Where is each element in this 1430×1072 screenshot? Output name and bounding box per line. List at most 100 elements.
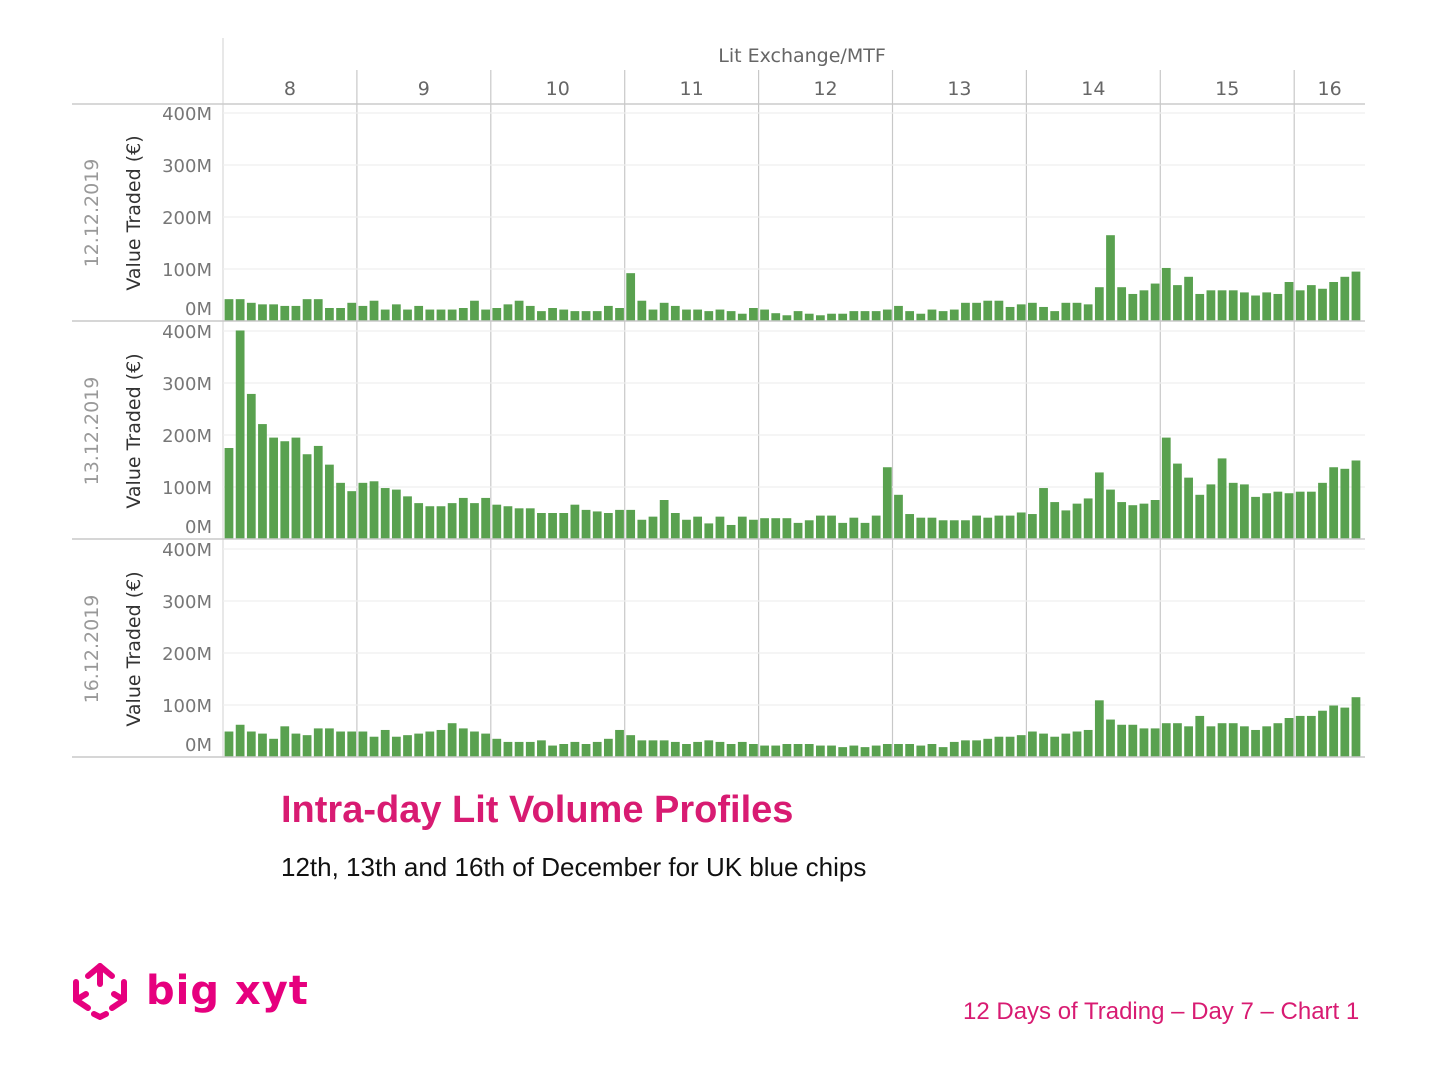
bar	[269, 738, 278, 757]
bar	[481, 309, 490, 321]
bar	[1061, 302, 1071, 321]
bar	[235, 724, 245, 757]
bar	[514, 741, 524, 757]
bar	[358, 305, 368, 321]
bar	[782, 315, 792, 321]
bar	[949, 741, 959, 757]
bar	[302, 299, 312, 321]
bar	[492, 504, 502, 539]
bar	[369, 481, 379, 539]
y-axis-title: Value Traded (€)	[123, 135, 145, 290]
bar	[1039, 306, 1048, 321]
bar	[670, 741, 680, 757]
bar	[481, 497, 490, 539]
bar	[916, 745, 926, 757]
bar	[749, 744, 758, 757]
bar	[1262, 292, 1272, 321]
bar	[1028, 731, 1037, 757]
bar	[269, 437, 278, 539]
bar	[715, 516, 725, 539]
bar	[670, 305, 680, 321]
chart: Lit Exchange/MTF 8 9 10 11 12 13 14 15 16 0M 100M 20…	[72, 38, 1365, 758]
y-tick-label: 300M	[162, 156, 212, 177]
bar	[615, 308, 624, 321]
hour-label: 14	[1081, 78, 1105, 100]
bar	[1318, 710, 1327, 757]
hour-label: 10	[546, 78, 570, 100]
bar	[1161, 723, 1171, 757]
bar	[1251, 295, 1260, 321]
bar	[380, 309, 390, 321]
bar	[347, 302, 357, 321]
y-axis-title: Value Traded (€)	[123, 353, 145, 508]
bar	[470, 503, 479, 539]
bar	[1240, 292, 1249, 321]
bar	[737, 741, 747, 757]
bar	[648, 309, 658, 321]
bar	[603, 738, 613, 757]
bar	[659, 740, 669, 757]
bar	[994, 736, 1004, 757]
bar	[503, 304, 513, 321]
bar	[258, 424, 267, 539]
bar	[1184, 477, 1193, 539]
bar	[391, 304, 401, 321]
bar	[659, 500, 669, 539]
bar	[570, 504, 580, 539]
bar	[1028, 514, 1037, 539]
bar	[682, 744, 691, 757]
bar	[224, 448, 234, 539]
bar	[1050, 311, 1060, 321]
bar	[514, 300, 524, 321]
bar	[927, 744, 937, 757]
bar	[1106, 719, 1115, 757]
bar	[1351, 271, 1361, 321]
bar	[860, 747, 870, 757]
bar	[525, 741, 535, 757]
bar	[693, 309, 703, 321]
bar	[1161, 267, 1171, 321]
bar	[503, 741, 513, 757]
bar	[804, 520, 814, 539]
bar	[391, 489, 401, 539]
bar	[1195, 715, 1205, 757]
bar	[559, 513, 569, 539]
bar	[682, 309, 691, 321]
bar	[815, 745, 825, 757]
bar	[581, 509, 591, 539]
bar	[726, 744, 736, 757]
bar	[749, 308, 758, 321]
bar	[749, 519, 758, 539]
bar	[871, 311, 881, 321]
bar	[815, 515, 825, 539]
hour-label: 13	[947, 78, 971, 100]
bar	[1351, 697, 1361, 757]
bar	[525, 508, 535, 539]
bar	[894, 494, 903, 539]
bar	[380, 729, 390, 757]
bar	[1139, 503, 1149, 539]
bar	[894, 305, 903, 321]
bar	[470, 300, 479, 321]
bar	[1094, 287, 1104, 321]
panel-date-label: 12.12.2019	[81, 159, 103, 268]
bar	[525, 305, 535, 321]
bar	[1039, 488, 1048, 539]
y-tick-label: 100M	[162, 478, 212, 499]
bar	[626, 735, 636, 757]
y-tick-label: 200M	[162, 426, 212, 447]
hour-label: 9	[418, 78, 430, 100]
bar	[1195, 293, 1205, 321]
bar	[436, 729, 446, 757]
y-tick-label: 200M	[162, 208, 212, 229]
bar	[715, 309, 725, 321]
bar	[983, 517, 993, 539]
bar	[1128, 505, 1138, 539]
bar	[1016, 512, 1026, 539]
bar	[782, 518, 792, 539]
bar	[559, 309, 569, 321]
bar	[403, 309, 412, 321]
bar	[715, 741, 725, 757]
bar	[325, 308, 334, 321]
bar	[280, 441, 290, 539]
